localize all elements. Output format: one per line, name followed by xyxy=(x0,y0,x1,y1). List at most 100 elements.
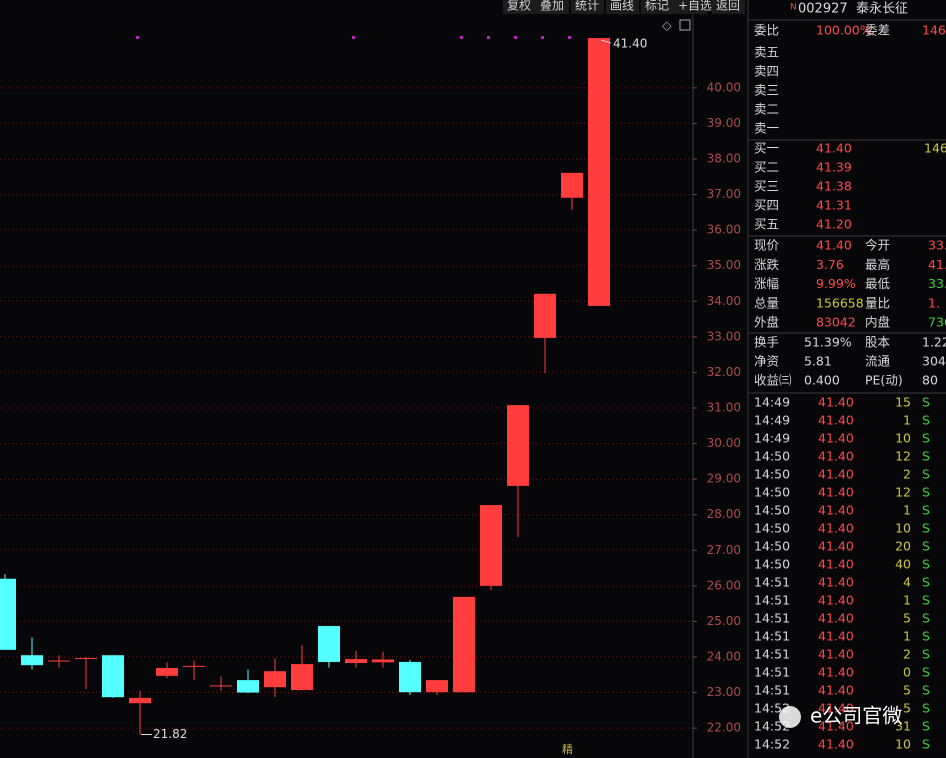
quote-cell: 100.00% xyxy=(816,23,872,38)
y-tick-label: 24.00 xyxy=(707,649,741,663)
quote-cell: 内盘 xyxy=(865,315,890,330)
trade-side: S xyxy=(922,485,930,500)
trade-volume: 2 xyxy=(903,647,911,662)
toolbar-label[interactable]: 返回 xyxy=(716,0,740,13)
trade-time: 14:51 xyxy=(754,575,790,590)
candle-body xyxy=(183,665,205,667)
trade-volume: 1 xyxy=(903,413,911,428)
toolbar-label[interactable]: 画线 xyxy=(610,0,634,13)
trade-time: 14:50 xyxy=(754,557,790,572)
trade-side: S xyxy=(922,467,930,482)
icon[interactable] xyxy=(679,19,691,31)
trade-volume: 12 xyxy=(895,485,911,500)
trade-side: S xyxy=(922,539,930,554)
toolbar-label[interactable]: 叠加 xyxy=(540,0,564,13)
trade-price: 41.40 xyxy=(818,413,854,428)
y-tick-label: 34.00 xyxy=(707,294,741,308)
trade-time: 14:52 xyxy=(754,737,790,752)
trade-side: S xyxy=(922,665,930,680)
ask-label: 卖一 xyxy=(754,121,779,136)
toolbar-button[interactable] xyxy=(536,0,569,14)
y-tick-label: 39.00 xyxy=(707,116,741,130)
toolbar-button[interactable] xyxy=(503,0,536,14)
quote-cell: 涨幅 xyxy=(754,276,779,291)
quote-cell: 股本 xyxy=(865,335,891,350)
toolbar-label[interactable]: 统计 xyxy=(575,0,599,13)
trade-price: 41.40 xyxy=(818,503,854,518)
trade-price: 41.40 xyxy=(818,395,854,410)
y-tick-label: 27.00 xyxy=(707,543,741,557)
candle-body xyxy=(399,661,421,693)
toolbar-label[interactable]: +自选 xyxy=(678,0,712,13)
trade-time: 14:50 xyxy=(754,449,790,464)
trade-time: 14:49 xyxy=(754,413,790,428)
toolbar-button[interactable] xyxy=(571,0,604,14)
trade-price: 41.40 xyxy=(818,485,854,500)
trade-volume: 1 xyxy=(903,593,911,608)
trade-volume: 1 xyxy=(903,503,911,518)
watermark-group: e公司官微 xyxy=(779,704,902,728)
trade-time: 14:51 xyxy=(754,629,790,644)
candle-body xyxy=(588,38,610,306)
quote-cell: 总量 xyxy=(754,295,779,310)
toolbar-button[interactable] xyxy=(606,0,639,14)
candle-body xyxy=(264,671,286,688)
trade-volume: 5 xyxy=(903,611,911,626)
quote-cell: 41.31 xyxy=(816,198,852,213)
candle-body xyxy=(480,505,502,586)
candle-body xyxy=(75,658,97,660)
icon[interactable]: ◇ xyxy=(662,18,672,33)
candle-body xyxy=(21,655,43,666)
trade-side: S xyxy=(922,593,930,608)
trade-side: S xyxy=(922,413,930,428)
trade-volume: 40 xyxy=(895,557,911,572)
trade-price: 41.40 xyxy=(818,701,854,716)
candle-body xyxy=(0,578,16,650)
y-tick-label: 36.00 xyxy=(707,223,741,237)
candle-body xyxy=(291,664,313,691)
candle-body xyxy=(102,655,124,698)
quote-cell: 80 xyxy=(922,373,938,388)
quote-cell: 现价 xyxy=(754,238,780,253)
quote-cell: 流通 xyxy=(865,354,891,369)
trade-price: 41.40 xyxy=(818,521,854,536)
quote-cell: 41.40 xyxy=(816,238,852,253)
trade-price: 41.40 xyxy=(818,449,854,464)
trade-side: S xyxy=(922,395,930,410)
y-tick-label: 40.00 xyxy=(707,80,741,94)
trade-price: 41.40 xyxy=(818,611,854,626)
quote-cell: 146 xyxy=(922,23,946,38)
trade-price: 41.40 xyxy=(818,467,854,482)
trade-side: S xyxy=(922,503,930,518)
trade-time: 14:50 xyxy=(754,539,790,554)
trade-volume: 5 xyxy=(903,683,911,698)
quote-cell: 41. xyxy=(928,257,946,272)
candle-body xyxy=(534,293,556,338)
trade-time: 14:49 xyxy=(754,431,790,446)
quote-cell: 买四 xyxy=(754,198,779,213)
quote-cell: 买二 xyxy=(754,160,779,175)
candle-body xyxy=(426,680,448,693)
trade-side: S xyxy=(922,719,930,734)
trade-price: 41.40 xyxy=(818,575,854,590)
y-tick-label: 37.00 xyxy=(707,187,741,201)
wechat-icon xyxy=(779,706,801,728)
toolbar-button[interactable] xyxy=(674,0,707,14)
candle-body xyxy=(237,680,259,693)
high-label: 41.40 xyxy=(613,37,647,51)
toolbar-button[interactable] xyxy=(641,0,674,14)
trade-time: 14:49 xyxy=(754,395,790,410)
toolbar-label[interactable]: 复权 xyxy=(507,0,531,13)
trade-time: 14:50 xyxy=(754,521,790,536)
trade-side: S xyxy=(922,737,930,752)
quote-cell: 买五 xyxy=(754,217,779,232)
trade-time: 14:51 xyxy=(754,593,790,608)
y-tick-label: 28.00 xyxy=(707,507,741,521)
toolbar-label[interactable]: 标记 xyxy=(645,0,669,13)
quote-cell: 41.38 xyxy=(816,179,852,194)
trade-volume: 31 xyxy=(895,719,911,734)
toolbar-button[interactable] xyxy=(712,0,745,14)
quote-cell: 51.39% xyxy=(804,335,852,350)
trade-price: 41.40 xyxy=(818,719,854,734)
